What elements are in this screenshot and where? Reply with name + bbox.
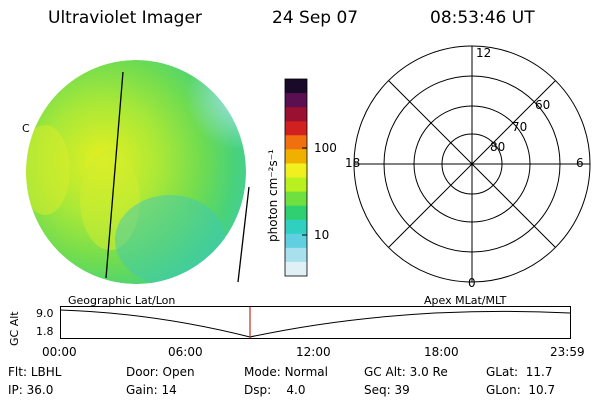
alt-xtick-1200: 12:00 (296, 345, 331, 359)
date-label: 24 Sep 07 (272, 8, 359, 28)
colorbar-cell (285, 107, 307, 122)
colorbar (284, 78, 308, 277)
status-ip: IP: 36.0 (8, 383, 54, 397)
uv-disk (26, 60, 246, 284)
alt-plot-frame (60, 306, 571, 339)
colorbar-cell (285, 233, 307, 249)
polar-plot (353, 45, 591, 283)
colorbar-tick-10: 10 (314, 228, 330, 242)
edge-marker: C (22, 122, 30, 135)
status-gc-alt: GC Alt: 3.0 Re (364, 365, 448, 379)
colorbar-cell (285, 205, 307, 221)
status-seq: Seq: 39 (364, 383, 410, 397)
lat-label-70: 70 (512, 120, 528, 134)
colorbar-cell (285, 149, 307, 164)
status-gain: Gain: 14 (126, 383, 177, 397)
status-mode: Mode: Normal (244, 365, 328, 379)
alt-ytick-1-8: 1.8 (36, 325, 54, 338)
colorbar-cell (285, 177, 307, 193)
colorbar-cell (285, 191, 307, 207)
limb-line (237, 186, 250, 283)
mlt-label-18: 18 (345, 156, 361, 170)
terminator-line (105, 71, 124, 279)
status-glat: GLat: 11.7 (486, 365, 553, 379)
instrument-title: Ultraviolet Imager (48, 8, 202, 28)
colorbar-cell (285, 261, 307, 277)
mlt-label-0: 0 (468, 276, 476, 290)
colorbar-cell (285, 79, 307, 94)
lat-label-60: 60 (535, 98, 551, 112)
alt-xtick-0000: 00:00 (42, 345, 77, 359)
colorbar-cell (285, 121, 307, 136)
status-glon: GLon: 10.7 (486, 383, 556, 397)
mlt-label-6: 6 (576, 156, 584, 170)
altitude-curve (60, 309, 571, 338)
alt-ytick-9: 9.0 (36, 307, 54, 320)
alt-ylabel: GC Alt (8, 311, 21, 346)
time-label: 08:53:46 UT (430, 8, 535, 28)
alt-xtick-0600: 06:00 (168, 345, 203, 359)
status-door: Door: Open (126, 365, 195, 379)
status-flt: Flt: LBHL (8, 365, 62, 379)
uv-image-panel (26, 60, 250, 284)
alt-xtick-2359: 23:59 (550, 345, 585, 359)
colorbar-cell (285, 219, 307, 235)
geographic-label: Geographic Lat/Lon (68, 294, 176, 307)
altitude-plot (60, 306, 571, 339)
apex-label: Apex MLat/MLT (424, 294, 507, 307)
colorbar-cell (285, 163, 307, 178)
colorbar-tick-100: 100 (314, 141, 337, 155)
colorbar-cell (285, 247, 307, 263)
colorbar-cell (285, 93, 307, 108)
mlt-label-12: 12 (476, 46, 492, 60)
polar-diag-2 (388, 80, 556, 248)
colorbar-cell (285, 135, 307, 150)
colorbar-unit-label: photon cm⁻²s⁻¹ (266, 149, 280, 242)
alt-xtick-1800: 18:00 (424, 345, 459, 359)
status-dsp: Dsp: 4.0 (244, 383, 306, 397)
lat-label-80: 80 (490, 140, 506, 154)
